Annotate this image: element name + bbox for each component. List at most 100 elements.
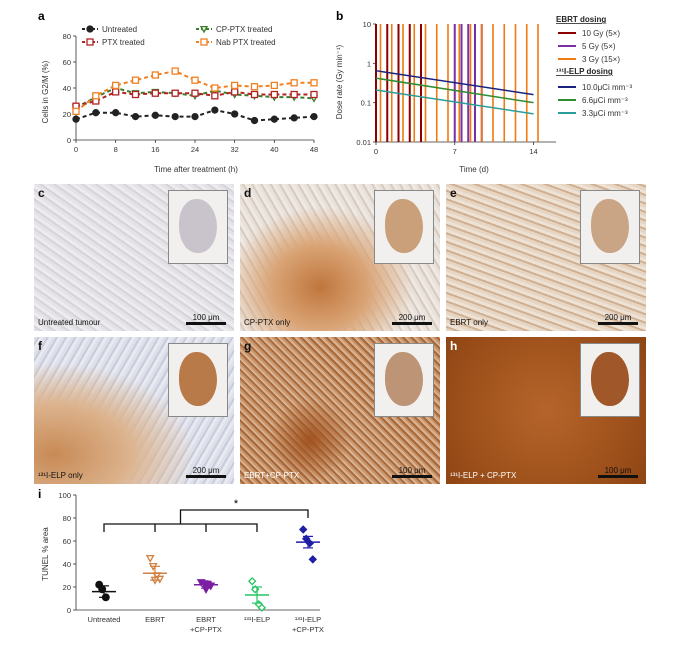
scale-bar-line	[186, 475, 226, 478]
x-tick-label: EBRT	[145, 615, 165, 624]
panel-letter-b: b	[336, 9, 343, 23]
data-point	[112, 109, 120, 117]
tissue-section	[591, 352, 629, 406]
panel-letter-i: i	[38, 487, 41, 501]
y-tick-label: 0	[67, 136, 71, 145]
y-tick-label: 20	[63, 583, 71, 592]
scale-bar-label: 200 μm	[604, 313, 632, 322]
x-tick-label: 8	[114, 145, 118, 154]
panel-letter-a: a	[38, 9, 45, 23]
data-point	[310, 112, 318, 121]
x-tick-label: 32	[230, 145, 238, 154]
data-point	[151, 111, 159, 119]
histology-label: ¹³¹I-ELP + CP-PTX	[450, 471, 517, 480]
data-point	[211, 84, 219, 92]
data-point	[131, 76, 140, 84]
tissue-section	[179, 199, 217, 253]
data-point	[171, 112, 179, 121]
data-point	[211, 106, 219, 114]
y-tick-label: 40	[63, 560, 71, 569]
data-point	[131, 112, 140, 121]
whole-section-inset	[374, 343, 434, 417]
legend-label: CP-PTX treated	[216, 25, 272, 34]
panel-letter: f	[38, 339, 42, 353]
data-point	[112, 88, 120, 96]
y-tick-label: 80	[63, 514, 71, 523]
x-tick-label: 7	[453, 147, 457, 156]
legend-marker	[200, 38, 208, 46]
data-point	[72, 107, 80, 116]
x-tick-label: EBRT	[196, 615, 216, 624]
x-tick-label: +CP-PTX	[292, 625, 324, 634]
y-tick-label: 40	[63, 84, 71, 93]
histology-label: ¹³¹I-ELP only	[38, 471, 83, 480]
legend-label: Untreated	[102, 25, 137, 34]
legend-label: 3 Gy (15×)	[582, 55, 620, 64]
scale-bar-label: 200 μm	[398, 313, 426, 322]
data-point	[171, 67, 179, 75]
data-point	[290, 79, 298, 87]
data-point	[231, 81, 239, 90]
histology-label: CP-PTX only	[244, 318, 291, 327]
decay-line	[375, 89, 534, 115]
panel-letter: e	[450, 186, 457, 200]
histology-panel: ¹³¹I-ELP + CP-PTX 100 μm	[446, 337, 646, 484]
data-point	[308, 555, 318, 564]
chart-a-plot: 0 8 16 24 32 40 48 0 20 40 60 80 Untreated CP-PTX tre…	[63, 25, 319, 154]
scale-bar-label: 100 μm	[398, 466, 426, 475]
scale-bar: 200 μm	[598, 313, 638, 325]
data-point	[191, 89, 199, 97]
chart-b-ylabel: Dose rate (Gy min⁻¹)	[335, 44, 344, 119]
x-tick-label: 40	[270, 145, 278, 154]
x-tick-label: 14	[529, 147, 537, 156]
data-point	[72, 115, 80, 123]
scale-bar: 200 μm	[392, 313, 432, 325]
data-point	[270, 81, 278, 90]
tissue-section	[385, 199, 423, 253]
data-point	[270, 115, 278, 123]
x-tick-label: 0	[374, 147, 378, 156]
histology-panel: Untreated tumour 100 μm	[34, 184, 234, 331]
legend-label: 10.0μCi mm⁻³	[582, 83, 633, 92]
scale-bar: 100 μm	[392, 466, 432, 478]
data-point	[92, 109, 100, 117]
scale-bar-line	[186, 322, 226, 325]
y-tick-label: 0.1	[361, 99, 371, 108]
y-tick-label: 100	[58, 491, 71, 500]
data-point	[257, 603, 267, 612]
y-tick-label: 60	[63, 58, 71, 67]
data-point	[310, 79, 318, 87]
legend-label: PTX treated	[102, 38, 145, 47]
data-point	[171, 89, 179, 97]
chart-b-xlabel: Time (d)	[459, 165, 489, 174]
legend-marker	[199, 25, 209, 34]
scale-bar-label: 100 μm	[192, 313, 220, 322]
data-point	[231, 110, 239, 118]
scale-bar-label: 100 μm	[604, 466, 632, 475]
x-tick-label: 24	[191, 145, 199, 154]
histology-panel: ¹³¹I-ELP only 200 μm	[34, 337, 234, 484]
data-point	[290, 90, 298, 99]
legend-label: Nab PTX treated	[216, 38, 276, 47]
chart-a-ylabel: Cells in G2/M (%)	[41, 60, 50, 123]
scale-bar: 100 μm	[598, 466, 638, 478]
data-point	[298, 525, 308, 534]
tissue-section	[591, 199, 629, 253]
data-point	[131, 90, 140, 99]
y-tick-label: 60	[63, 537, 71, 546]
scale-bar: 100 μm	[186, 313, 226, 325]
whole-section-inset	[580, 190, 640, 264]
y-tick-label: 10	[363, 20, 371, 29]
data-point	[92, 92, 100, 100]
scale-bar-line	[598, 475, 638, 478]
chart-a-xlabel: Time after treatment (h)	[154, 165, 238, 174]
x-tick-label: +CP-PTX	[190, 625, 222, 634]
y-tick-label: 0	[67, 606, 71, 615]
data-point	[270, 90, 278, 99]
histology-panel: CP-PTX only 200 μm	[240, 184, 440, 331]
data-point	[247, 577, 257, 586]
legend-label: 5 Gy (5×)	[582, 42, 616, 51]
scale-bar-line	[392, 322, 432, 325]
